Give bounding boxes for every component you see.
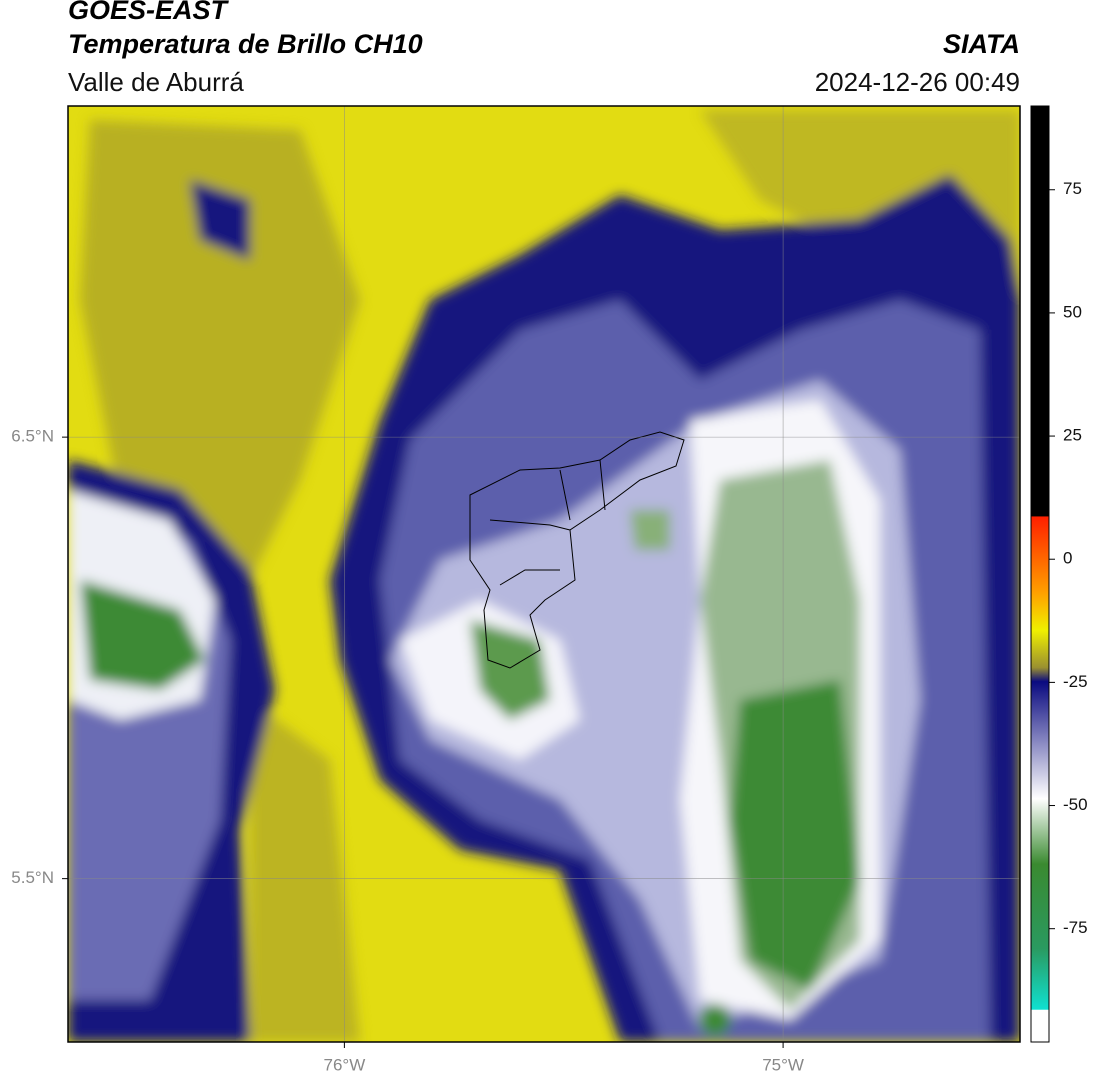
colorbar <box>1030 105 1050 1043</box>
colorbar-tick-label: 25 <box>1063 426 1082 445</box>
y-tick-label: 5.5°N <box>11 868 54 887</box>
colorbar-tick-label: 50 <box>1063 302 1082 321</box>
y-tick-label: 6.5°N <box>11 427 54 446</box>
subtitle: Temperatura de Brillo CH10 <box>68 29 423 59</box>
colorbar-tick-label: 75 <box>1063 179 1082 198</box>
colorbar-tick-label: -25 <box>1063 672 1088 691</box>
colorbar-tick-label: -75 <box>1063 918 1088 937</box>
datetime: 2024-12-26 00:49 <box>815 67 1020 97</box>
map-frame <box>67 105 1021 1043</box>
municipal-borders <box>469 431 685 669</box>
region: Valle de Aburrá <box>68 67 244 97</box>
colorbar-tick-label: -50 <box>1063 795 1088 814</box>
colorbar-tick-label: 0 <box>1063 549 1072 568</box>
grid <box>68 106 1020 1042</box>
x-tick-label: 75°W <box>762 1055 804 1074</box>
x-tick-label: 76°W <box>324 1055 366 1074</box>
source: SIATA <box>943 29 1020 59</box>
title: GOES-EAST <box>68 0 230 25</box>
satellite-image <box>68 106 1020 1042</box>
